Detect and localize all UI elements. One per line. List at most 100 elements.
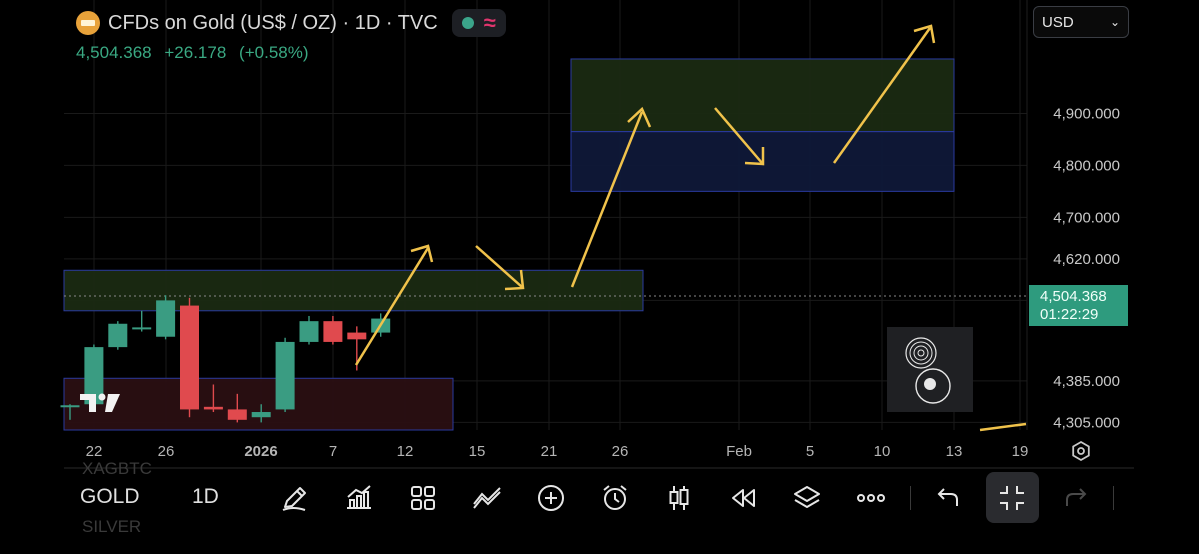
arrow-4-head <box>744 147 765 166</box>
arrow-2-head <box>504 269 525 291</box>
candle-down <box>180 305 199 410</box>
alarm-clock-icon <box>603 485 627 510</box>
pen-icon <box>282 487 306 511</box>
chart-zones <box>63 58 955 431</box>
time-axis-label: 2026 <box>244 443 277 460</box>
candlestick-series <box>60 295 391 423</box>
arrow-5-head <box>913 24 936 44</box>
candle-up <box>299 321 319 342</box>
price-axis-label: 4,620.000 <box>1053 251 1120 268</box>
time-axis-label: 22 <box>86 443 103 460</box>
current-price-label: 4,504.368 01:22:29 <box>1029 285 1128 326</box>
time-axis-label: 7 <box>329 443 337 460</box>
arrow-3-head <box>627 106 652 128</box>
chart-type-button[interactable] <box>663 482 695 514</box>
symbol-button[interactable]: GOLD <box>80 485 140 508</box>
candle-up <box>84 347 104 405</box>
zone-supply <box>63 269 644 312</box>
time-axis-label: 21 <box>541 443 558 460</box>
data-delay-icon: ≈ <box>483 10 496 35</box>
redo-button[interactable] <box>1061 482 1093 514</box>
chart-title[interactable]: CFDs on Gold (US$ / OZ) · 1D · TVC ≈ <box>76 9 506 37</box>
currency-select[interactable]: USD ⌄ <box>1033 6 1129 38</box>
candle-up <box>275 341 295 410</box>
price-summary: 4,504.368 +26.178 (+0.58%) <box>76 43 317 63</box>
time-axis-label: Feb <box>726 443 752 460</box>
symbol-ghost-top: XAGBTC <box>82 459 152 478</box>
arrow-2 <box>475 245 523 288</box>
arrow-1-head <box>410 244 434 263</box>
drawing-tool-button[interactable] <box>279 482 311 514</box>
candle-up <box>156 300 176 337</box>
arrow-6 <box>979 422 1027 432</box>
plus-circle-icon <box>538 485 564 511</box>
price-axis-label: 4,700.000 <box>1053 209 1120 226</box>
time-axis-label: 26 <box>612 443 629 460</box>
candle-up <box>251 412 271 418</box>
undo-icon <box>937 488 958 506</box>
add-button[interactable] <box>535 482 567 514</box>
price-axis: 4,900.0004,800.0004,700.0004,620.0004,54… <box>1053 105 1120 431</box>
toolbar-divider <box>1113 486 1114 510</box>
replay-button[interactable] <box>727 482 759 514</box>
time-axis-label: 5 <box>806 443 814 460</box>
candle-down <box>227 409 247 420</box>
toolbar-divider <box>910 486 911 510</box>
active-tool-highlight <box>986 472 1039 523</box>
current-price-value: 4,504.368 <box>1040 288 1107 305</box>
symbol-title: CFDs on Gold (US$ / OZ) · 1D · TVC <box>108 11 438 34</box>
candle-up <box>60 405 80 408</box>
price-axis-label: 4,900.000 <box>1053 105 1120 122</box>
arrow-1 <box>354 247 430 366</box>
object-tree-button[interactable] <box>791 482 823 514</box>
price-change: +26.178 <box>164 43 227 62</box>
candle-up <box>132 327 152 330</box>
layers-icon <box>794 486 820 508</box>
candles-icon <box>669 486 689 510</box>
time-axis-label: 13 <box>946 443 963 460</box>
symbol-ghost-bottom: SILVER <box>82 517 142 536</box>
market-status[interactable]: ≈ <box>451 9 506 37</box>
time-axis-label: 15 <box>469 443 486 460</box>
redo-icon <box>1066 488 1087 506</box>
arrow-3 <box>570 111 644 288</box>
candle-down <box>323 321 343 342</box>
indicators-icon <box>347 485 371 509</box>
price-axis-label: 4,800.000 <box>1053 157 1120 174</box>
time-axis-label: 10 <box>874 443 891 460</box>
arrow-4 <box>714 107 763 164</box>
price-axis-label: 4,385.000 <box>1053 373 1120 390</box>
interval-button[interactable]: 1D <box>192 485 219 508</box>
time-axis: 22 26 2026 7 12 15 21 26 Feb 5 10 13 19 <box>86 443 1029 460</box>
indicators-button[interactable] <box>343 482 375 514</box>
exit-fullscreen-button[interactable] <box>996 482 1028 514</box>
market-open-icon <box>461 17 474 29</box>
arrow-5 <box>832 27 932 164</box>
chart-settings-button[interactable] <box>1069 439 1093 463</box>
more-button[interactable] <box>855 482 887 514</box>
zone-demand <box>63 377 454 431</box>
time-axis-label: 26 <box>158 443 175 460</box>
currency-value: USD <box>1042 13 1074 31</box>
chevron-down-icon: ⌄ <box>1109 15 1120 29</box>
gear-icon <box>1072 440 1090 462</box>
zone-target-upper <box>570 58 955 133</box>
grid-icon <box>411 486 435 510</box>
price-axis-label: 4,305.000 <box>1053 414 1120 431</box>
floating-widget[interactable] <box>887 327 973 412</box>
gold-logo-icon <box>76 11 100 35</box>
compare-button[interactable] <box>471 482 503 514</box>
layouts-button[interactable] <box>407 482 439 514</box>
time-axis-label: 12 <box>397 443 414 460</box>
projection-arrows <box>354 24 1027 432</box>
minimize-icon <box>1000 486 1024 510</box>
undo-button[interactable] <box>931 482 963 514</box>
more-dots-icon <box>857 494 885 502</box>
price-change-percent: (+0.58%) <box>239 43 309 62</box>
bar-countdown: 01:22:29 <box>1040 306 1099 323</box>
candle-up <box>108 323 128 348</box>
alert-button[interactable] <box>599 482 631 514</box>
time-axis-label: 19 <box>1012 443 1029 460</box>
compare-icon <box>473 487 501 509</box>
